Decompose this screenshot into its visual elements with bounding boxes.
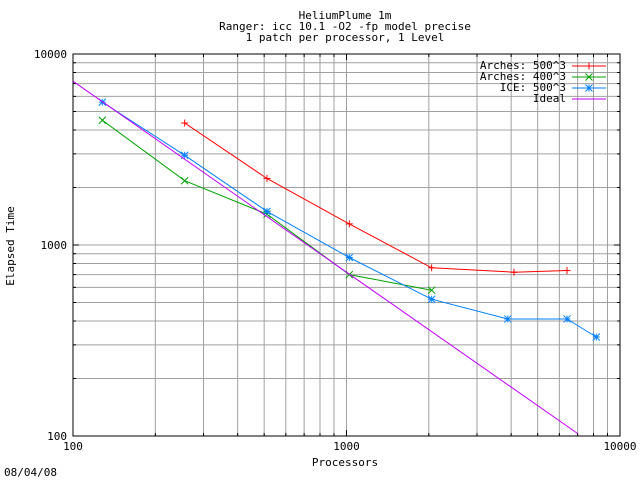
y-axis-label: Elapsed Time bbox=[4, 206, 17, 285]
x-tick-label: 1000 bbox=[333, 440, 360, 453]
series-line bbox=[72, 80, 578, 434]
y-tick-label: 100 bbox=[47, 430, 67, 443]
y-tick-label: 1000 bbox=[41, 239, 68, 252]
series-3 bbox=[72, 80, 578, 434]
series-layer bbox=[72, 80, 601, 434]
data-point-marker bbox=[427, 295, 436, 304]
chart-title-line-3: 1 patch per processor, 1 Level bbox=[246, 31, 445, 44]
grid bbox=[73, 54, 620, 436]
series-0 bbox=[181, 119, 571, 276]
x-tick-label: 10000 bbox=[603, 440, 636, 453]
series-1 bbox=[98, 116, 436, 295]
data-point-marker bbox=[563, 315, 571, 323]
chart-title-line-1: HeliumPlume 1m bbox=[299, 9, 392, 22]
data-point-marker bbox=[98, 116, 107, 125]
series-line bbox=[184, 122, 568, 273]
legend-label: ICE: 500^3 bbox=[500, 81, 566, 94]
ticks: 100 1000 10000 100 1000 10000 bbox=[34, 48, 637, 453]
data-point-marker bbox=[592, 333, 601, 341]
date-stamp: 08/04/08 bbox=[4, 466, 57, 479]
x-tick-label: 100 bbox=[63, 440, 83, 453]
data-point-marker bbox=[585, 84, 593, 92]
data-point-marker bbox=[503, 315, 512, 323]
data-point-marker bbox=[263, 207, 271, 216]
data-point-marker bbox=[345, 253, 354, 262]
data-point-marker bbox=[585, 73, 593, 81]
legend-label: Arches: 500^3 bbox=[480, 59, 566, 72]
data-point-marker bbox=[180, 176, 189, 185]
series-2 bbox=[98, 98, 601, 341]
x-axis-label: Processors bbox=[312, 456, 378, 469]
y-tick-label: 10000 bbox=[34, 48, 67, 61]
chart-title-line-2: Ranger: icc 10.1 -O2 -fp model precise bbox=[219, 20, 471, 33]
series-line bbox=[102, 119, 432, 291]
series-line bbox=[102, 101, 597, 338]
legend-label: Arches: 400^3 bbox=[480, 70, 566, 83]
data-point-marker bbox=[427, 286, 436, 295]
legend-label: Ideal bbox=[533, 92, 566, 105]
